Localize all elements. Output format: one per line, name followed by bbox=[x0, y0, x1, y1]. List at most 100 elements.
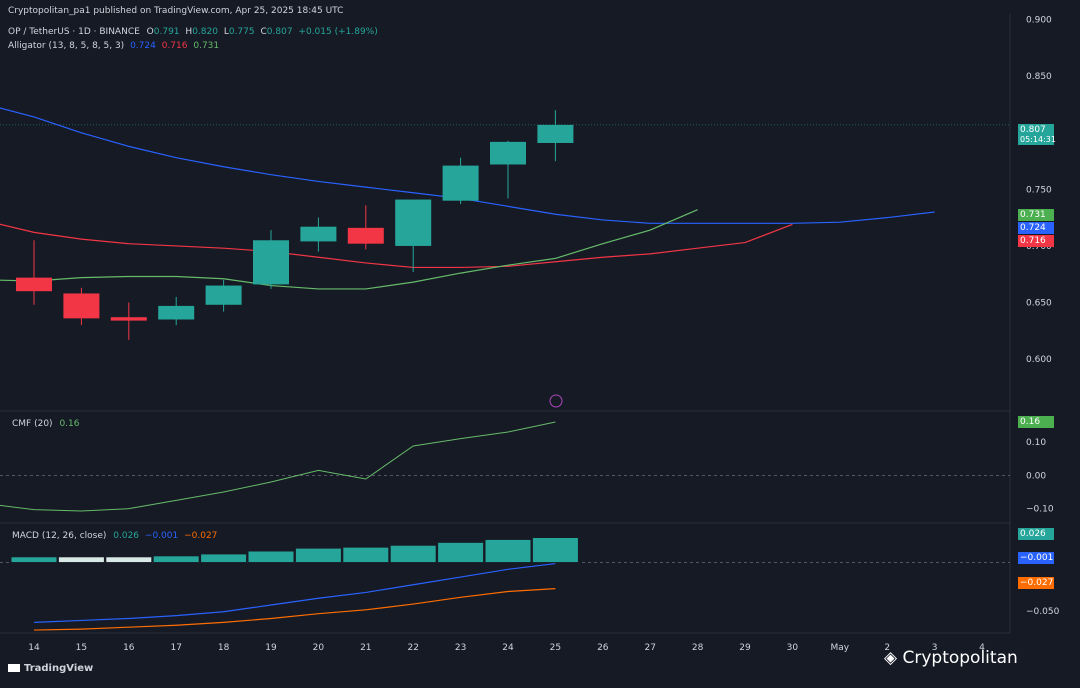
x-tick-label: 28 bbox=[692, 643, 704, 653]
macd-histogram-bar bbox=[342, 546, 390, 564]
macd-histogram-bar bbox=[152, 555, 200, 564]
tradingview-logo-icon bbox=[8, 664, 20, 672]
macd-histogram-bar bbox=[247, 550, 295, 564]
x-tick-label: 14 bbox=[28, 643, 40, 653]
candle-body bbox=[395, 199, 432, 246]
macd-histogram-bar bbox=[105, 556, 153, 564]
ohlc-close: 0.807 bbox=[266, 27, 293, 37]
cmf-label: CMF (20) bbox=[12, 419, 53, 429]
macd-line-value: −0.001 bbox=[144, 531, 179, 541]
macd-histogram-bar bbox=[10, 556, 58, 564]
macd-histogram-bar bbox=[389, 544, 437, 564]
ohlc-low: 0.775 bbox=[228, 27, 255, 37]
candle-body bbox=[63, 293, 100, 319]
price-tick-label: 0.650 bbox=[1026, 299, 1052, 309]
cmf-value: 0.16 bbox=[59, 419, 80, 429]
macd-histogram-bar bbox=[294, 547, 342, 564]
x-tick-label: 2 bbox=[884, 643, 890, 653]
macd-histogram-bar bbox=[57, 556, 105, 564]
cryptopolitan-watermark: ◈ Cryptopolitan bbox=[884, 648, 1018, 668]
x-tick-label: 17 bbox=[170, 643, 181, 653]
x-tick-label: 25 bbox=[550, 643, 561, 653]
macd-histogram-bar bbox=[200, 553, 248, 564]
macd-legend[interactable]: MACD (12, 26, close) 0.026 −0.001 −0.027 bbox=[12, 531, 217, 541]
alligator-jaw-line bbox=[0, 107, 935, 224]
cmf-legend[interactable]: CMF (20) 0.16 bbox=[12, 419, 79, 429]
macd-line bbox=[33, 562, 556, 623]
candle-body bbox=[537, 124, 574, 143]
teeth-price-tag: 0.716 bbox=[1018, 235, 1054, 247]
x-tick-label: 22 bbox=[407, 643, 418, 653]
tradingview-brand-text: TradingView bbox=[24, 663, 94, 674]
candle-body bbox=[300, 226, 337, 242]
x-tick-label: 24 bbox=[502, 643, 514, 653]
x-tick-label: 30 bbox=[787, 643, 799, 653]
x-tick-label: 21 bbox=[360, 643, 371, 653]
candle-body bbox=[490, 141, 526, 165]
x-tick-label: 3 bbox=[932, 643, 938, 653]
candle-body bbox=[205, 285, 242, 305]
alligator-legend[interactable]: Alligator (13, 8, 5, 8, 5, 3) 0.724 0.71… bbox=[8, 41, 219, 51]
macd-hist-tag: 0.026 bbox=[1018, 528, 1054, 540]
macd-line-tag: −0.001 bbox=[1018, 552, 1054, 564]
flash-icon bbox=[549, 394, 563, 408]
diamond-logo-icon: ◈ bbox=[884, 648, 898, 668]
price-tick-label: 0.900 bbox=[1026, 16, 1052, 26]
x-tick-label: 23 bbox=[455, 643, 466, 653]
ohlc-close-label: C bbox=[260, 27, 267, 37]
x-tick-label: May bbox=[830, 643, 849, 653]
macd-signal-value: −0.027 bbox=[184, 531, 218, 541]
symbol-name[interactable]: OP / TetherUS · 1D · BINANCE bbox=[8, 27, 140, 37]
x-tick-label: 29 bbox=[739, 643, 751, 653]
symbol-legend: OP / TetherUS · 1D · BINANCE O0.791 H0.8… bbox=[8, 27, 378, 37]
ohlc-open-label: O bbox=[146, 27, 154, 37]
candle-body bbox=[16, 277, 52, 292]
alligator-jaw-value: 0.724 bbox=[130, 41, 156, 51]
x-tick-label: 20 bbox=[313, 643, 325, 653]
macd-tick-label: −0.050 bbox=[1026, 607, 1060, 617]
macd-histogram-bar bbox=[484, 538, 532, 564]
ohlc-change: +0.015 (+1.89%) bbox=[298, 27, 378, 37]
ohlc-low-label: L bbox=[223, 27, 229, 37]
cmf-price-tag: 0.16 bbox=[1018, 416, 1054, 428]
price-tick-label: 0.750 bbox=[1026, 185, 1052, 195]
macd-histogram-bar bbox=[437, 541, 485, 564]
tradingview-brand[interactable]: TradingView bbox=[8, 663, 93, 674]
alligator-label: Alligator (13, 8, 5, 8, 5, 3) bbox=[8, 41, 125, 51]
x-tick-label: 4 bbox=[979, 643, 985, 653]
x-tick-label: 26 bbox=[597, 643, 609, 653]
alligator-lips-line bbox=[0, 209, 698, 290]
ohlc-high: 0.820 bbox=[192, 27, 218, 37]
ohlc-high-label: H bbox=[185, 27, 193, 37]
ohlc-open: 0.791 bbox=[153, 27, 180, 37]
cmf-tick-label: 0.00 bbox=[1026, 471, 1046, 481]
jaw-price-tag: 0.724 bbox=[1018, 222, 1054, 234]
alligator-teeth-line bbox=[0, 223, 793, 269]
watermark-text: Cryptopolitan bbox=[902, 648, 1018, 668]
cmf-line bbox=[0, 421, 556, 512]
macd-hist-value: 0.026 bbox=[113, 531, 140, 541]
x-tick-label: 18 bbox=[218, 643, 230, 653]
price-tick-label: 0.850 bbox=[1026, 72, 1052, 82]
candle-body bbox=[110, 317, 147, 321]
candle-body bbox=[442, 165, 479, 201]
x-tick-label: 19 bbox=[265, 643, 277, 653]
alligator-teeth-value: 0.716 bbox=[161, 41, 188, 51]
x-tick-label: 27 bbox=[644, 643, 655, 653]
last-price: 0.807 bbox=[1020, 125, 1046, 135]
candle-body bbox=[253, 240, 289, 285]
x-tick-label: 15 bbox=[76, 643, 87, 653]
macd-histogram-bar bbox=[531, 537, 579, 564]
macd-label: MACD (12, 26, close) bbox=[12, 531, 107, 541]
candle-body bbox=[347, 227, 384, 244]
x-tick-label: 16 bbox=[123, 643, 135, 653]
publisher-line: Cryptopolitan_pa1 published on TradingVi… bbox=[8, 6, 344, 16]
price-tick-label: 0.600 bbox=[1026, 355, 1052, 365]
cmf-tick-label: −0.10 bbox=[1026, 505, 1054, 515]
macd-signal-tag: −0.027 bbox=[1018, 577, 1054, 589]
last-price-tag: 0.807 05:14:31 bbox=[1018, 124, 1056, 145]
bar-countdown: 05:14:31 bbox=[1020, 135, 1056, 144]
alligator-lips-value: 0.731 bbox=[193, 41, 220, 51]
